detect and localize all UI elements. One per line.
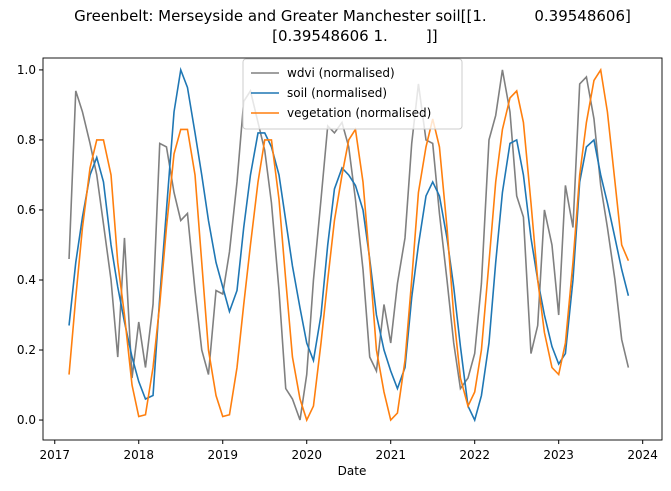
- x-tick-label: 2018: [123, 448, 154, 462]
- y-tick-label: 0.0: [17, 413, 36, 427]
- x-tick-label: 2017: [39, 448, 70, 462]
- y-tick-label: 0.4: [17, 273, 36, 287]
- y-tick-label: 0.8: [17, 133, 36, 147]
- x-tick-label: 2022: [459, 448, 490, 462]
- x-tick-label: 2024: [627, 448, 658, 462]
- y-tick-label: 0.2: [17, 343, 36, 357]
- legend-label: soil (normalised): [287, 86, 387, 100]
- legend-box: [242, 58, 463, 130]
- x-tick-label: 2020: [291, 448, 322, 462]
- y-tick-label: 1.0: [17, 63, 36, 77]
- y-tick-label: 0.6: [17, 203, 36, 217]
- x-tick-label: 2019: [207, 448, 238, 462]
- x-tick-label: 2021: [375, 448, 406, 462]
- legend-label: wdvi (normalised): [287, 66, 395, 80]
- line-series: [68, 69, 630, 421]
- line-series: [68, 66, 630, 423]
- x-axis-label: Date: [338, 464, 367, 478]
- x-tick-label: 2023: [543, 448, 574, 462]
- legend: wdvi (normalised) soil (normalised) vegeta…: [242, 58, 463, 130]
- line-series: [68, 67, 630, 423]
- legend-label: vegetation (normalised): [287, 106, 431, 120]
- chart-title: Greenbelt: Merseyside and Greater Manche…: [74, 7, 631, 45]
- plot-frame: [42, 57, 663, 441]
